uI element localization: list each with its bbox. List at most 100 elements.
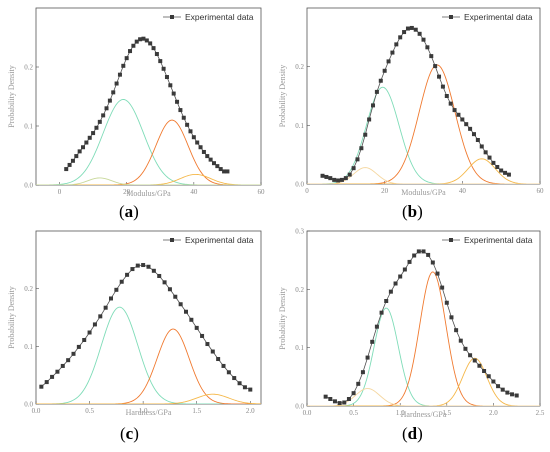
- data-point: [218, 167, 223, 172]
- data-point: [81, 145, 86, 150]
- x-tick-label: 0.5: [85, 407, 94, 415]
- data-point: [130, 267, 135, 272]
- legend-label: Experimental data: [464, 12, 533, 22]
- legend: Experimental data: [442, 235, 533, 245]
- data-point: [356, 381, 361, 386]
- data-point: [167, 287, 172, 292]
- fit-component-3: [307, 357, 540, 406]
- data-point: [320, 173, 325, 178]
- data-point: [355, 157, 360, 162]
- data-point: [386, 59, 391, 64]
- data-point: [464, 122, 469, 127]
- data-point: [421, 37, 426, 42]
- x-tick-label: 2.5: [536, 409, 545, 417]
- data-point: [405, 26, 410, 31]
- fit-component-3: [36, 393, 261, 404]
- y-axis-label: Probability Density: [7, 286, 16, 348]
- data-point: [121, 63, 126, 68]
- data-point: [237, 381, 242, 386]
- x-tick-label: 0.5: [349, 409, 358, 417]
- x-tick-label: 20: [381, 187, 389, 195]
- data-point: [188, 129, 193, 134]
- fit-component-1: [307, 86, 540, 184]
- x-tick-label: 1.0: [396, 409, 405, 417]
- data-point: [398, 35, 403, 40]
- data-point: [503, 170, 508, 175]
- data-point: [94, 125, 99, 130]
- x-tick-label: 40: [459, 187, 467, 195]
- data-point: [449, 315, 454, 320]
- data-point: [417, 31, 422, 36]
- data-point: [370, 339, 375, 344]
- data-point: [505, 390, 510, 395]
- data-point: [371, 103, 376, 108]
- data-point: [332, 177, 337, 182]
- data-point: [402, 30, 407, 35]
- data-point: [429, 54, 434, 59]
- data-point: [226, 370, 231, 375]
- data-point: [117, 72, 122, 77]
- data-point: [460, 117, 465, 122]
- data-point: [346, 397, 351, 401]
- x-axis-label: Hardness/GPa: [126, 408, 172, 417]
- data-point: [367, 117, 372, 122]
- data-point: [97, 119, 102, 124]
- y-tick-label: 0.0: [295, 403, 304, 411]
- plot-area: [36, 263, 261, 404]
- data-point: [87, 135, 92, 140]
- data-point: [351, 166, 356, 171]
- legend-marker: [170, 238, 174, 242]
- data-point: [173, 294, 178, 299]
- data-point: [205, 342, 210, 347]
- data-point: [379, 310, 384, 315]
- y-tick-label: 0.2: [24, 285, 33, 293]
- data-point: [382, 68, 387, 73]
- data-point: [109, 296, 113, 301]
- data-point: [144, 38, 149, 43]
- y-tick-label: 0.2: [295, 63, 304, 71]
- data-point: [491, 160, 496, 165]
- data-point: [232, 376, 237, 381]
- data-point: [454, 328, 459, 333]
- data-point: [66, 358, 71, 363]
- data-point: [74, 154, 79, 159]
- x-tick-label: 0.0: [303, 409, 312, 417]
- data-point: [365, 355, 370, 360]
- x-tick-label: 0: [305, 187, 309, 195]
- data-point: [437, 74, 442, 79]
- plot-frame: [35, 230, 262, 405]
- data-point: [134, 39, 139, 44]
- data-point: [175, 99, 180, 104]
- data-point: [486, 374, 491, 379]
- data-point: [435, 271, 440, 276]
- data-point: [479, 144, 484, 149]
- data-point: [425, 45, 430, 50]
- data-point: [225, 169, 230, 174]
- legend-label: Experimental data: [185, 235, 254, 245]
- data-point: [171, 91, 176, 96]
- data-point: [168, 83, 173, 88]
- data-point: [458, 338, 463, 343]
- data-point: [384, 299, 389, 303]
- data-point: [359, 146, 364, 151]
- experimental-line: [322, 27, 510, 181]
- data-point: [107, 98, 112, 103]
- data-point: [191, 135, 196, 140]
- plot-frame: [35, 7, 262, 186]
- data-point: [201, 149, 206, 154]
- data-point: [50, 374, 55, 379]
- data-point: [475, 138, 480, 142]
- experimental-line: [41, 264, 251, 390]
- data-point: [205, 154, 210, 159]
- data-point: [402, 267, 407, 272]
- data-point: [477, 363, 482, 368]
- fit-component-2: [36, 119, 261, 185]
- data-point: [413, 27, 418, 32]
- data-point: [328, 397, 333, 401]
- data-point: [398, 274, 403, 279]
- data-point: [125, 272, 130, 277]
- data-point: [482, 369, 487, 373]
- plot-area: [307, 25, 540, 184]
- data-point: [131, 43, 136, 48]
- data-point: [114, 81, 119, 86]
